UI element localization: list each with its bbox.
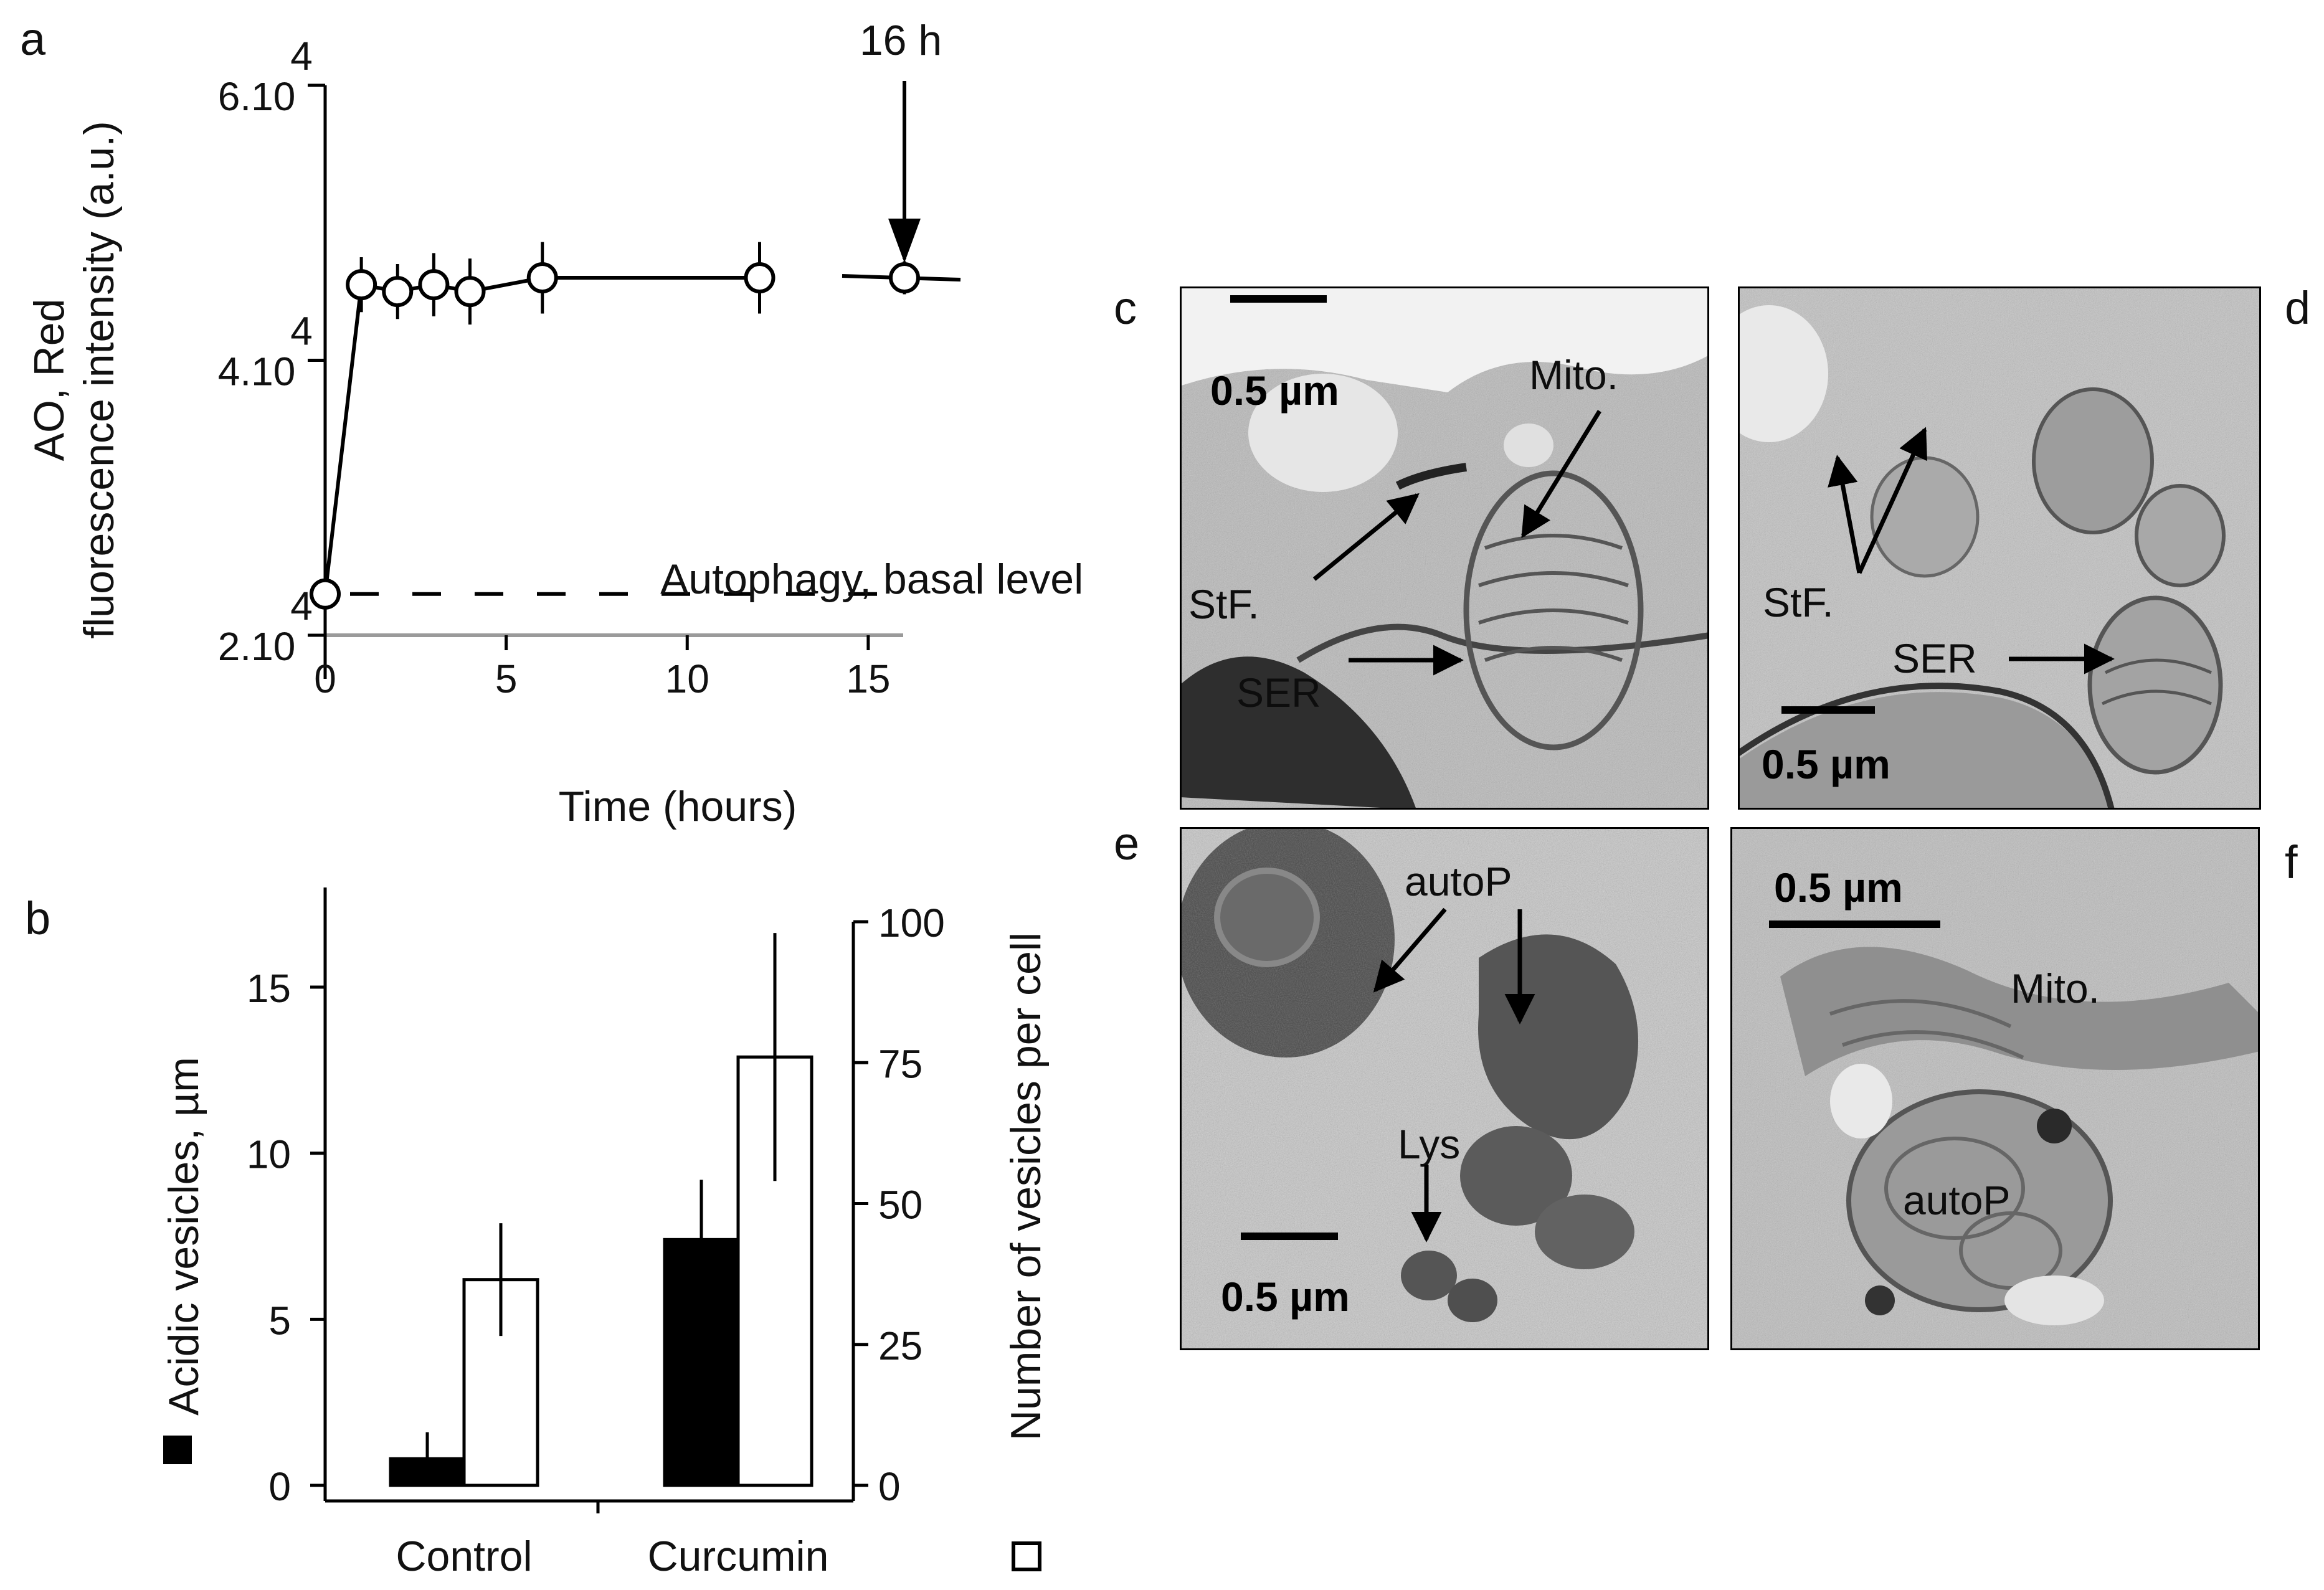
panel-b-left-tick-label: 0	[268, 1464, 291, 1509]
panel-a-series-line	[323, 276, 760, 595]
panel-a-y-tick-exponent: 4	[290, 584, 313, 628]
panel-a-data-point	[382, 276, 414, 308]
em-f-label-autop: autoP	[1903, 1177, 2010, 1223]
panel-b-right-tick-label: 50	[878, 1183, 922, 1228]
panel-a-x-tick-label: 5	[495, 656, 518, 701]
panel-a-y-axis-label-line1: AO, Red	[26, 299, 73, 461]
panel-b-bar-chart: b 0 5 10 15 0 25 50 75 100 Control Curcumin Acidic…	[25, 887, 1050, 1580]
panel-b-right-tick-label: 75	[878, 1041, 922, 1086]
panel-letter-a: a	[20, 13, 46, 65]
panel-b-left-y-label: Acidic vesicles, µm	[160, 1057, 207, 1416]
em-panel-e: e 0.5 µm autoP Lys	[1114, 818, 1709, 1350]
panel-a-x-tick-label: 10	[665, 656, 709, 701]
arrow-16h-label: 16 h	[860, 17, 942, 64]
panel-a-x-tick-label: 15	[846, 656, 890, 701]
panel-a-data-point	[454, 276, 486, 308]
panel-b-right-y-label: Number of vesicles per cell	[1002, 932, 1050, 1441]
em-panel-d: d 0.5 µm StF. SER	[1738, 282, 2310, 810]
baseline-label: Autophagy, basal level	[660, 556, 1083, 603]
legend-open-square	[1012, 1541, 1041, 1571]
panel-a-data-point	[418, 269, 450, 301]
panel-b-left-tick-label: 5	[268, 1298, 291, 1343]
em-f-label-mito: Mito.	[2011, 965, 2100, 1011]
panel-a-data-point	[526, 262, 558, 294]
micrograph-e	[1180, 827, 1709, 1350]
panel-a-x-tick-label: 0	[314, 656, 336, 701]
panel-a-y-tick-label: 6.10	[218, 74, 296, 119]
panel-letter-b: b	[25, 892, 50, 944]
em-c-label-stf: StF.	[1188, 581, 1259, 627]
panel-b-left-tick-label: 15	[247, 966, 291, 1011]
panel-a-y-tick-label: 2.10	[218, 624, 296, 669]
panel-a-data-point	[744, 262, 775, 294]
arrow-16h-head	[888, 219, 921, 263]
scale-bar-d: 0.5 µm	[1762, 741, 1890, 787]
panel-b-right-tick-label: 0	[878, 1464, 901, 1509]
panel-b-plot-area: 0 5 10 15 0 25 50 75 100 Control Curcumin	[247, 887, 945, 1580]
em-c-label-mito: Mito.	[1529, 352, 1618, 398]
em-d-label-stf: StF.	[1763, 579, 1834, 625]
panel-a-y-axis-label-line2: fluorescence intensity (a.u.)	[75, 121, 123, 639]
micrograph-c	[1180, 286, 1709, 810]
panel-a-data-point	[310, 578, 341, 610]
em-e-label-autop: autoP	[1405, 858, 1512, 904]
em-panel-c: c 0.5 µm Mito. StF. SER	[1114, 282, 1709, 810]
panel-b-category-label: Curcumin	[648, 1533, 829, 1580]
panel-a-x-axis-label: Time (hours)	[559, 783, 797, 830]
em-panel-f: f 0.5 µm Mito. autoP	[1730, 827, 2298, 1350]
panel-b-category-label: Control	[396, 1533, 532, 1580]
panel-b-right-tick-label: 100	[878, 901, 945, 945]
panel-a-y-tick-label: 4.10	[218, 349, 296, 394]
scale-bar-e: 0.5 µm	[1221, 1274, 1350, 1320]
em-c-label-ser: SER	[1236, 670, 1321, 716]
scale-bar-c: 0.5 µm	[1210, 367, 1339, 414]
em-d-label-ser: SER	[1892, 635, 1977, 681]
panel-letter-e: e	[1114, 818, 1139, 869]
panel-a-data-point	[889, 262, 920, 294]
panel-letter-d: d	[2285, 282, 2310, 334]
em-e-label-lys: Lys	[1398, 1121, 1460, 1167]
panel-b-left-tick-label: 10	[247, 1132, 291, 1177]
panel-letter-c: c	[1114, 282, 1137, 334]
panel-a-data-point	[346, 269, 377, 301]
panel-b-right-tick-label: 25	[878, 1323, 922, 1368]
panel-letter-f: f	[2285, 836, 2298, 888]
micrograph-d	[1738, 286, 2261, 810]
micrograph-f	[1730, 827, 2260, 1350]
panel-a-y-tick-exponent: 4	[290, 309, 313, 354]
panel-a-y-tick-exponent: 4	[290, 34, 313, 78]
legend-filled-square	[163, 1436, 192, 1464]
scale-bar-f: 0.5 µm	[1774, 864, 1903, 911]
